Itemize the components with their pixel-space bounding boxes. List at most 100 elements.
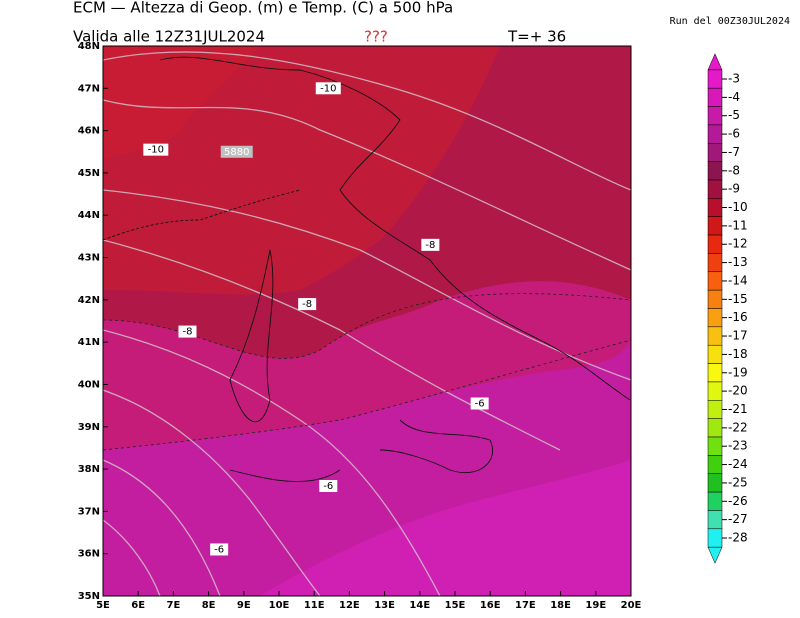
- lat-label: 45N: [78, 168, 100, 179]
- lat-label: 46N: [78, 126, 100, 137]
- colorbar-box: [707, 179, 723, 199]
- colorbar-box: [707, 253, 723, 273]
- lat-label: 35N: [78, 591, 100, 602]
- contour-label: -8: [302, 299, 312, 310]
- lon-label: 18E: [550, 600, 571, 611]
- valid-time: Valida alle 12Z31JUL2024: [73, 28, 265, 46]
- colorbar-label: -24: [728, 457, 748, 471]
- lat-label: 38N: [78, 464, 100, 475]
- colorbar-label: -27: [728, 512, 748, 526]
- contour-label-bg: [315, 82, 341, 95]
- colorbar-box: [707, 308, 723, 328]
- run-label: Run del 00Z30JUL2024: [670, 16, 790, 27]
- colorbar-label: -20: [728, 384, 748, 398]
- lat-label: 37N: [78, 506, 100, 517]
- contour-label: -10: [148, 145, 164, 156]
- lat-label: 43N: [78, 253, 100, 264]
- colorbar-box: [707, 418, 723, 438]
- colorbar-box: [707, 344, 723, 364]
- colorbar-label: -28: [728, 531, 748, 545]
- lat-label: 48N: [78, 41, 100, 52]
- colorbar-box: [707, 400, 723, 419]
- contour-label-bg: [220, 145, 253, 158]
- colorbar-label: -26: [728, 494, 748, 508]
- colorbar-label: -18: [728, 347, 748, 361]
- colorbar-label: -16: [728, 310, 748, 324]
- colorbar-box: [707, 69, 723, 89]
- colorbar-box: [707, 510, 723, 530]
- lon-label: 17E: [515, 600, 536, 611]
- lat-label: 39N: [78, 422, 100, 433]
- map-frame: [102, 45, 632, 597]
- colorbar-label: -6: [728, 127, 740, 141]
- lead-time: T=+ 36: [507, 28, 566, 46]
- lon-label: 16E: [480, 600, 501, 611]
- lon-label: 9E: [237, 600, 251, 611]
- colorbar-label: -8: [728, 163, 740, 177]
- colorbar-bottom: [707, 546, 723, 564]
- colorbar-label: -3: [728, 72, 740, 86]
- lon-label: 13E: [374, 600, 395, 611]
- lon-label: 5E: [96, 600, 110, 611]
- lat-label: 41N: [78, 337, 100, 348]
- colorbar-label: -9: [728, 182, 740, 196]
- colorbar-box: [707, 326, 723, 346]
- colorbar-label: -10: [728, 200, 748, 214]
- lat-label: 36N: [78, 549, 100, 560]
- contour-label-bg: [178, 325, 197, 338]
- contour-label-bg: [210, 543, 229, 556]
- colorbar-box: [707, 106, 723, 126]
- colorbar-label: -12: [728, 237, 748, 251]
- lon-label: 15E: [445, 600, 466, 611]
- colorbar-box: [707, 473, 723, 493]
- colorbar-box: [707, 289, 723, 309]
- contour-label-bg: [470, 397, 489, 410]
- lon-label: 6E: [131, 600, 145, 611]
- colorbar-label: -7: [728, 145, 740, 159]
- contour-label: -6: [214, 544, 224, 555]
- contour-label: -10: [320, 83, 336, 94]
- contour-label: -8: [425, 240, 435, 251]
- contour-label-bg: [319, 480, 338, 492]
- lon-label: 7E: [167, 600, 181, 611]
- lon-label: 10E: [269, 600, 290, 611]
- unknown-label: ???: [364, 28, 388, 46]
- colorbar-label: -15: [728, 292, 748, 306]
- colorbar-label: -4: [728, 90, 740, 104]
- colorbar-box: [707, 455, 723, 474]
- lat-label: 42N: [78, 295, 100, 306]
- colorbar-box: [707, 87, 723, 107]
- colorbar-label: -22: [728, 420, 748, 434]
- colorbar-label: -11: [728, 218, 748, 232]
- colorbar-label: -23: [728, 439, 748, 453]
- colorbar-box: [707, 198, 723, 217]
- contour-label: -8: [182, 327, 192, 338]
- colorbar-box: [707, 143, 723, 162]
- contour-label: 5880: [224, 147, 249, 158]
- colorbar-box: [707, 161, 723, 181]
- colorbar-label: -25: [728, 475, 748, 489]
- colorbar-box: [707, 528, 723, 548]
- colorbar-box: [707, 436, 723, 456]
- temperature-field: [103, 46, 631, 596]
- colorbar-label: -21: [728, 402, 748, 416]
- lon-label: 14E: [409, 600, 430, 611]
- lon-label: 11E: [304, 600, 325, 611]
- colorbar-label: -14: [728, 273, 748, 287]
- colorbar-label: -19: [728, 365, 748, 379]
- lon-label: 8E: [202, 600, 216, 611]
- colorbar-box: [707, 124, 723, 144]
- lat-label: 47N: [78, 83, 100, 94]
- contour-label-bg: [298, 298, 317, 311]
- colorbar-label: -5: [728, 108, 740, 122]
- colorbar-box: [707, 363, 723, 383]
- colorbar-top: [707, 53, 723, 71]
- contour-label: -6: [475, 399, 485, 410]
- colorbar-box: [707, 381, 723, 401]
- colorbar-label: -13: [728, 255, 748, 269]
- colorbar-box: [707, 216, 723, 236]
- colorbar-label: -17: [728, 329, 748, 343]
- lon-label: 20E: [621, 600, 642, 611]
